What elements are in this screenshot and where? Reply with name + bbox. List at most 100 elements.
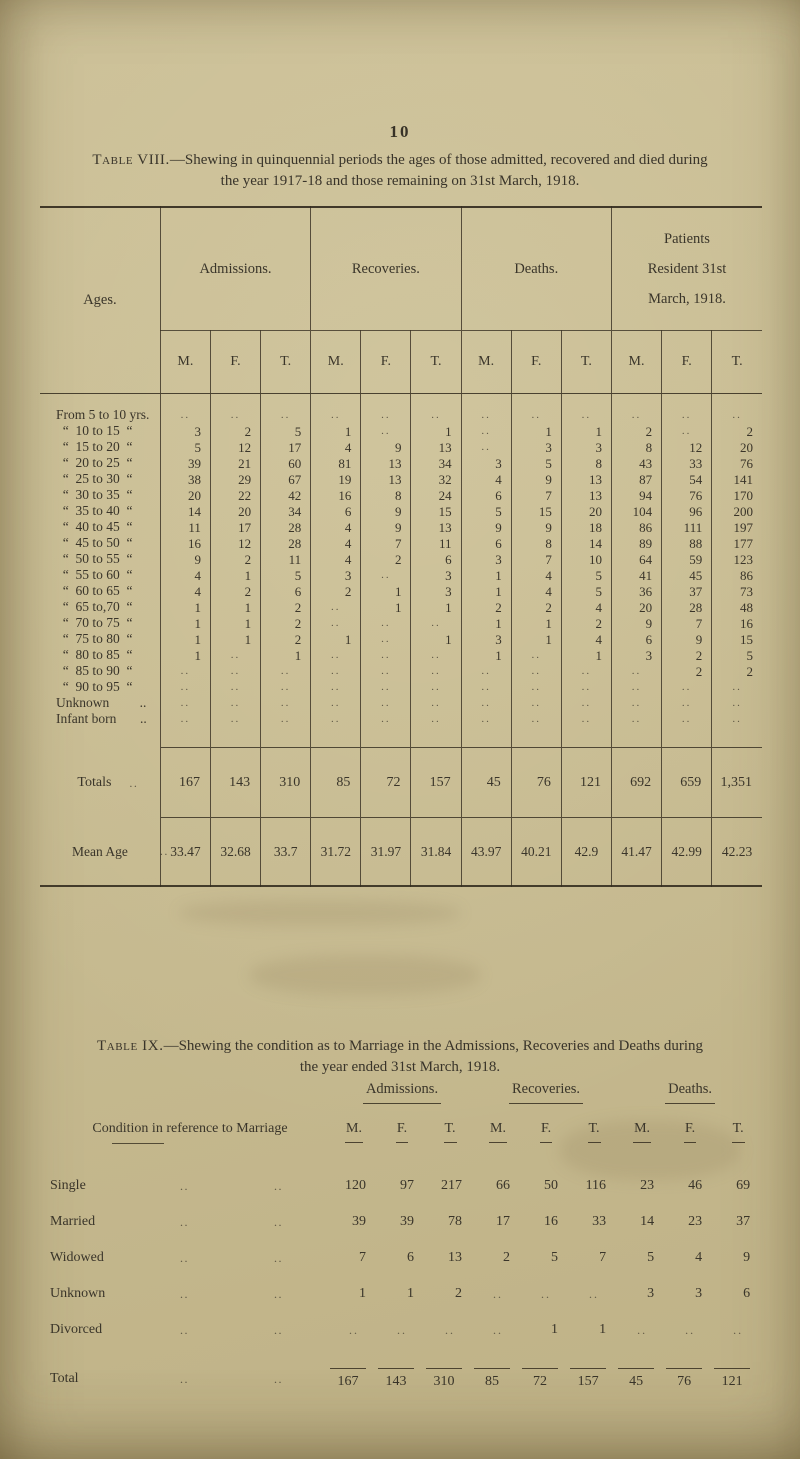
table-row: Divorced .. .. .. .. .. .. 1 1 .. .. .. <box>50 1312 762 1348</box>
bleed-through-smudge <box>250 955 480 995</box>
cell: .. <box>460 695 512 711</box>
cell: .. <box>310 407 361 423</box>
cell: 10 <box>560 551 612 567</box>
cell: 4 <box>560 631 612 647</box>
cell: 7 <box>510 551 562 567</box>
cell: .. <box>260 407 311 423</box>
cell: 1 <box>510 631 562 647</box>
age-range-label: “ 25 to 30 “ <box>56 471 133 487</box>
cell: 85 <box>474 1348 522 1406</box>
cell: 5 <box>560 567 612 583</box>
cell: 32 <box>410 471 462 487</box>
cell: 177 <box>711 535 762 551</box>
spacer-row <box>40 727 762 748</box>
cell: 2 <box>209 423 261 439</box>
cell: 4 <box>510 567 562 583</box>
table-row: “ 20 to 25 “ 39 21 60 81 13 34 3 5 8 43 … <box>40 455 762 471</box>
cell: 1 <box>209 567 261 583</box>
age-range-label: Unknown .. <box>56 695 147 711</box>
cell: 1 <box>359 1286 366 1301</box>
cell: 143 <box>378 1348 426 1406</box>
total-column-header: T. <box>570 1106 618 1168</box>
cell: 16 <box>310 487 361 503</box>
table-row: Unknown .. .. .. .. .. .. .. .. .. .. ..… <box>40 695 762 711</box>
cell: 121 <box>560 747 612 818</box>
cell: 1 <box>510 423 562 439</box>
cell: 5 <box>260 567 311 583</box>
age-range-label: “ 20 to 25 “ <box>56 455 133 471</box>
subheader-row: M. F. T. M. F. T. M. F. T. M. F. T. <box>40 330 762 394</box>
cell: .. <box>310 711 361 727</box>
mean-age-label-cell: Mean Age.. <box>72 843 169 859</box>
cell: 22 <box>209 487 261 503</box>
cell: 104 <box>610 503 662 519</box>
cell: .. <box>410 679 462 695</box>
cell: 31.84 <box>410 817 462 886</box>
cell: 42.23 <box>711 817 762 886</box>
cell: .. <box>360 567 411 583</box>
cell: .. <box>460 423 512 439</box>
cell: .. <box>410 711 462 727</box>
cell: 6 <box>310 503 361 519</box>
cell: 1 <box>360 599 411 615</box>
cell: 5 <box>460 503 512 519</box>
cell: 18 <box>560 519 612 535</box>
age-range-label: “ 85 to 90 “ <box>56 663 133 679</box>
cell: 6 <box>260 583 311 599</box>
table-row: “ 15 to 20 “ 5 12 17 4 9 13 .. 3 3 8 12 … <box>40 439 762 455</box>
cell: 2 <box>503 1250 511 1265</box>
cell: 1 <box>310 423 361 439</box>
table-row: “ 55 to 60 “ 4 1 5 3 .. 3 1 4 5 41 45 86 <box>40 567 762 583</box>
cell: .. <box>310 615 361 631</box>
cell: 60 <box>260 455 311 471</box>
cell: 116 <box>585 1178 607 1193</box>
cell: 2 <box>510 599 562 615</box>
table-ix-label: Table IX. <box>96 1038 164 1054</box>
cell: 43.97 <box>460 817 512 886</box>
cell: 9 <box>159 551 211 567</box>
empty-header-cell <box>50 1078 330 1106</box>
table-row: “ 80 to 85 “ 1 .. 1 .. .. .. 1 .. 1 3 2 … <box>40 647 762 663</box>
table-row: “ 40 to 45 “ 11 17 28 4 9 13 9 9 18 86 1… <box>40 519 762 535</box>
age-range-label: “ 70 to 75 “ <box>56 615 133 631</box>
cell: 1 <box>410 423 462 439</box>
cell: 111 <box>661 519 712 535</box>
cell: .. <box>541 1286 552 1301</box>
cell: 167 <box>330 1348 378 1406</box>
cell: 13 <box>410 519 462 535</box>
cell: 67 <box>260 471 311 487</box>
cell: .. <box>510 663 562 679</box>
cell: 2 <box>260 631 311 647</box>
cell: 1 <box>460 615 512 631</box>
table-row: “ 25 to 30 “ 38 29 67 19 13 32 4 9 13 87… <box>40 471 762 487</box>
male-column-header: M. <box>618 1106 666 1168</box>
ages-column-header: Ages. <box>40 207 161 394</box>
cell: 81 <box>310 455 361 471</box>
cell: 73 <box>711 583 762 599</box>
cell: 46 <box>688 1178 703 1193</box>
cell: 33 <box>592 1214 607 1229</box>
cell: 33 <box>661 455 712 471</box>
cell: 3 <box>610 647 662 663</box>
cell: .. <box>560 663 612 679</box>
cell: 9 <box>360 519 411 535</box>
table-viii: Ages. Admissions. Recoveries. Deaths. Pa… <box>40 206 762 887</box>
cell: .. <box>360 695 411 711</box>
table-row: “ 50 to 55 “ 9 2 11 4 2 6 3 7 10 64 59 1… <box>40 551 762 567</box>
cell: 9 <box>510 519 562 535</box>
male-column-header: M. <box>330 1106 378 1168</box>
cell: 50 <box>544 1178 559 1193</box>
table-row: Single .. .. 120 97 217 66 50 116 23 46 … <box>50 1168 762 1204</box>
cell: 217 <box>441 1178 463 1193</box>
cell: .. <box>711 679 762 695</box>
cell: 8 <box>610 439 662 455</box>
cell: 7 <box>661 615 712 631</box>
table-row: “ 10 to 15 “ 3 2 5 1 .. 1 .. 1 1 2 .. 2 <box>40 423 762 439</box>
cell: 3 <box>647 1286 655 1301</box>
cell: .. <box>260 711 311 727</box>
total-column-header: T. <box>711 330 762 394</box>
cell: .. <box>610 407 662 423</box>
cell: 72 <box>360 747 411 818</box>
cell: 1 <box>159 599 211 615</box>
cell: 76 <box>510 747 562 818</box>
